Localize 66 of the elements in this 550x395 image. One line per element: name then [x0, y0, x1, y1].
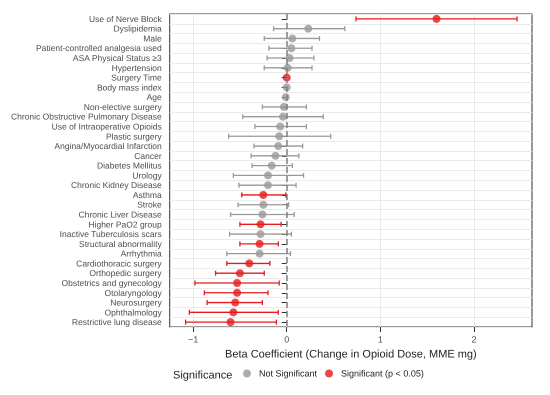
y-tick-label: Hypertension	[112, 62, 162, 73]
y-tick-label: Age	[146, 92, 162, 102]
y-tick-label: Dyslipidemia	[114, 24, 162, 34]
y-tick-label: Surgery Time	[111, 72, 162, 83]
point	[233, 278, 242, 287]
point	[275, 132, 284, 140]
point	[226, 318, 235, 326]
y-tick-label: Body mass index	[96, 82, 162, 92]
y-tick-label: Urology	[132, 170, 162, 180]
point	[288, 34, 296, 42]
point	[233, 288, 242, 297]
point	[231, 298, 240, 307]
point	[304, 24, 312, 33]
y-tick-label: Use of Intraoperative Opioids	[52, 121, 162, 132]
y-tick-label: Angina/Myocardial Infarction	[54, 141, 162, 152]
x-axis-title: Beta Coefficient (Change in Opioid Dose, MME mg)	[224, 348, 477, 360]
y-tick-label: Structural abnormality	[79, 238, 162, 249]
y-tick-label: Restrictive lung disease	[72, 317, 162, 328]
y-tick-label: Chronic Kidney Disease	[70, 180, 162, 190]
y-tick-label: Orthopedic surgery	[89, 268, 162, 278]
point	[258, 210, 266, 219]
point	[236, 269, 244, 278]
y-tick-label: Inactive Tuberculosis scars	[60, 229, 162, 240]
point	[256, 230, 265, 238]
x-tick-label: 0	[284, 334, 290, 344]
y-tick-label: Asthma	[132, 190, 162, 200]
y-tick-label: Cancer	[134, 150, 162, 161]
y-tick-label: Higher PaO2 group	[88, 219, 162, 230]
point	[256, 240, 264, 248]
y-tick-label: Chronic Obstructive Pulmonary Disease	[10, 112, 162, 122]
y-tick-label: Arrhythmia	[120, 248, 162, 259]
legend-title: Significance	[173, 370, 232, 382]
y-tick-label: Otolaryngology	[104, 288, 162, 298]
point	[264, 171, 272, 180]
y-tick-label: Ophthalmology	[104, 307, 162, 318]
legend-label: Not Significant	[259, 368, 318, 378]
point	[432, 14, 441, 23]
point	[256, 220, 265, 228]
point	[276, 122, 284, 130]
point	[278, 112, 287, 121]
y-tick-label: Cardiothoracic surgery	[76, 258, 162, 268]
y-tick-label: Chronic Liver Disease	[78, 210, 162, 220]
y-tick-label: Non-elective surgery	[84, 102, 162, 112]
point	[264, 181, 272, 190]
x-tick-label: −1	[188, 334, 198, 344]
legend-label: Significant (p < 0.05)	[341, 368, 424, 378]
point	[268, 162, 276, 170]
y-tick-label: ASA Physical Status ≥3	[72, 53, 162, 64]
point	[274, 142, 282, 150]
point	[245, 259, 254, 268]
point	[271, 152, 280, 160]
x-tick-label: 2	[471, 334, 476, 344]
y-tick-label: Stroke	[137, 200, 162, 210]
point	[229, 308, 238, 316]
y-tick-label: Diabetes Mellitus	[96, 160, 162, 171]
y-tick-label: Obstetrics and gynecology	[62, 278, 162, 288]
point	[259, 200, 268, 209]
y-tick-label: Neurosurgery	[110, 298, 162, 308]
y-tick-label: Plastic surgery	[106, 131, 162, 142]
y-tick-label: Male	[143, 33, 162, 44]
y-tick-label: Patient-controlled analgesia used	[36, 43, 162, 54]
point	[256, 250, 264, 258]
y-tick-label: Use of Nerve Block	[88, 14, 162, 24]
point	[287, 44, 296, 52]
x-tick-label: 1	[378, 334, 383, 344]
point	[259, 190, 268, 199]
